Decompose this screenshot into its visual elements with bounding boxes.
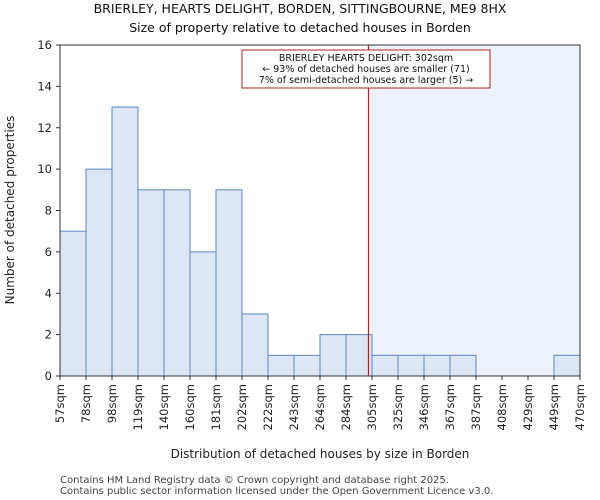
histogram-bar xyxy=(189,251,217,377)
y-tick-label: 14 xyxy=(37,79,52,93)
histogram-bar xyxy=(449,354,477,377)
x-tick-label: 408sqm xyxy=(495,384,509,430)
histogram-bar xyxy=(85,168,113,377)
x-tick-label: 57sqm xyxy=(53,384,67,423)
x-tick-label: 305sqm xyxy=(365,384,379,430)
x-tick-label: 264sqm xyxy=(313,384,327,430)
plot-area: 0 2 4 6 8 10 12 14 16 57sqm 78sqm 98sqm 119sqm 140sqm… xyxy=(37,38,587,430)
x-tick-label: 284sqm xyxy=(339,384,353,430)
x-tick-label: 222sqm xyxy=(261,384,275,430)
x-tick-label: 181sqm xyxy=(209,384,223,430)
x-tick-label: 325sqm xyxy=(391,384,405,430)
x-tick-label: 367sqm xyxy=(443,384,457,430)
histogram-bar xyxy=(215,189,243,377)
footer-line-1: Contains HM Land Registry data © Crown c… xyxy=(60,475,449,486)
y-axis-label: Number of detached properties xyxy=(3,116,17,305)
x-tick-label: 429sqm xyxy=(521,384,535,430)
y-tick-label: 10 xyxy=(37,162,52,176)
y-tick-label: 16 xyxy=(37,38,52,52)
histogram-bar xyxy=(241,313,269,377)
x-tick-label: 160sqm xyxy=(183,384,197,430)
histogram-bar xyxy=(319,334,347,377)
x-tick-label: 140sqm xyxy=(157,384,171,430)
y-tick-label: 4 xyxy=(45,286,52,300)
footer-line-2: Contains public sector information licen… xyxy=(60,486,493,497)
annotation-line: ← 93% of detached houses are smaller (71… xyxy=(262,64,469,75)
y-tick-label: 8 xyxy=(45,204,52,218)
highlight-region xyxy=(368,45,580,376)
annotation-line: BRIERLEY HEARTS DELIGHT: 302sqm xyxy=(279,53,453,64)
histogram-bar xyxy=(111,106,139,377)
chart-title: BRIERLEY, HEARTS DELIGHT, BORDEN, SITTIN… xyxy=(94,1,507,16)
histogram-bar xyxy=(553,354,581,377)
x-tick-label: 470sqm xyxy=(573,384,587,430)
x-tick-label: 387sqm xyxy=(469,384,483,430)
x-tick-label: 78sqm xyxy=(79,384,93,423)
x-tick-label: 202sqm xyxy=(235,384,249,430)
histogram-bar xyxy=(59,230,87,377)
histogram-bar xyxy=(397,354,425,377)
x-tick-label: 243sqm xyxy=(287,384,301,430)
annotation-box xyxy=(241,49,491,89)
histogram-bar xyxy=(267,354,295,377)
y-tick-label: 2 xyxy=(45,328,52,342)
y-tick-label: 0 xyxy=(45,369,52,383)
annotation-line: 7% of semi-detached houses are larger (5… xyxy=(259,75,473,86)
x-tick-label: 346sqm xyxy=(417,384,431,430)
x-axis-label: Distribution of detached houses by size … xyxy=(171,447,470,461)
chart-subtitle: Size of property relative to detached ho… xyxy=(129,20,471,35)
histogram-bar xyxy=(293,354,321,377)
x-tick-label: 119sqm xyxy=(131,384,145,430)
y-tick-label: 12 xyxy=(37,121,52,135)
histogram-bar xyxy=(371,354,399,377)
histogram-bar xyxy=(345,334,373,377)
x-tick-label: 98sqm xyxy=(105,384,119,423)
histogram-bar xyxy=(423,354,451,377)
y-tick-label: 6 xyxy=(45,245,52,259)
histogram-bar xyxy=(163,189,191,377)
histogram-bar xyxy=(137,189,165,377)
x-tick-label: 449sqm xyxy=(547,384,561,430)
